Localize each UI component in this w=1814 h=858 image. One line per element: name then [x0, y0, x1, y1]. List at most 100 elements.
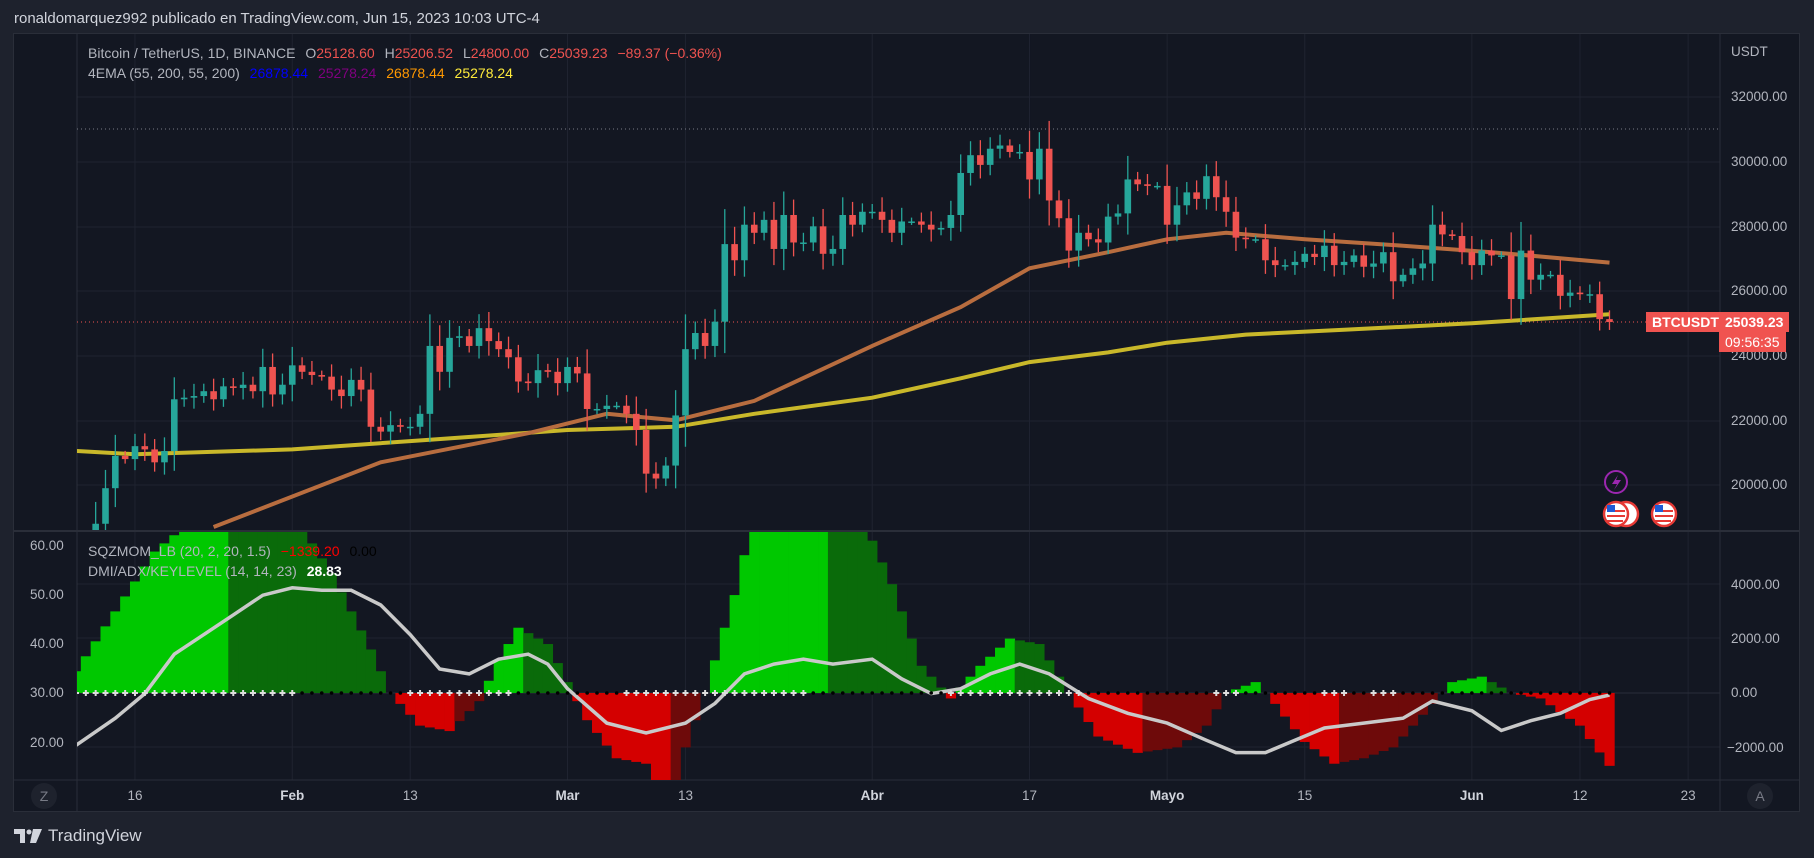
candle — [1232, 196, 1240, 252]
candle-body — [1124, 179, 1132, 214]
candle — [210, 378, 217, 411]
auto-scale-button[interactable]: A — [1747, 783, 1773, 809]
momentum-bar — [1289, 693, 1301, 730]
candle — [1193, 180, 1200, 210]
candle-body — [1036, 148, 1043, 180]
momentum-bar — [1535, 693, 1546, 699]
candle — [859, 203, 866, 233]
squeeze-on-dot — [939, 691, 943, 695]
tradingview-logo[interactable]: TradingView — [14, 826, 142, 846]
squeeze-markers — [77, 690, 1612, 696]
candle — [829, 235, 837, 266]
candle — [249, 376, 257, 399]
squeeze-on-dot — [831, 691, 835, 695]
candle-body — [485, 328, 493, 342]
candle — [1006, 139, 1014, 158]
momentum-bar — [798, 532, 809, 693]
momentum-bar — [503, 644, 514, 693]
event-markers[interactable] — [1602, 470, 1678, 528]
squeeze-off-cross — [102, 690, 109, 696]
squeeze-on-dot — [595, 691, 599, 695]
momentum-bar — [768, 532, 780, 693]
candle-body — [171, 399, 178, 452]
squeeze-on-dot — [1165, 691, 1169, 695]
momentum-bar — [277, 532, 288, 693]
candle — [691, 321, 699, 360]
squeeze-off-cross — [505, 690, 512, 696]
squeeze-on-dot — [1450, 691, 1454, 695]
ema-indicator-name[interactable]: 4EMA (55, 200, 55, 200) — [88, 65, 240, 81]
squeeze-on-dot — [1420, 691, 1425, 695]
momentum-bar — [1525, 693, 1537, 697]
candle-body — [397, 425, 404, 427]
time-axis-label: 12 — [1572, 788, 1588, 803]
squeeze-on-dot — [1509, 691, 1513, 695]
momentum-bar — [1132, 693, 1143, 753]
momentum-bar — [80, 656, 92, 693]
candle-body — [1154, 185, 1161, 188]
momentum-bar — [1280, 693, 1291, 717]
squeeze-off-cross — [672, 690, 679, 696]
squeeze-on-dot — [1597, 691, 1602, 695]
squeeze-off-cross — [210, 690, 217, 696]
candle-body — [446, 337, 453, 372]
auto-scale-label: A — [1755, 788, 1765, 804]
squeeze-on-dot — [860, 691, 865, 695]
candle — [1104, 203, 1112, 255]
us-flag-event-icon[interactable] — [1650, 500, 1678, 528]
squeeze-on-dot — [1548, 691, 1553, 695]
candle-body — [200, 391, 208, 397]
candle-body — [180, 397, 188, 400]
squeeze-off-cross — [131, 690, 138, 696]
candle-body — [151, 449, 158, 463]
candle-body — [996, 145, 1004, 149]
dmi-name[interactable]: DMI/ADX/KEYLEVEL (14, 14, 23) — [88, 563, 297, 579]
squeeze-off-cross — [751, 690, 758, 696]
momentum-bar — [77, 671, 82, 693]
momentum-bar — [916, 665, 927, 693]
squeeze-on-dot — [1568, 691, 1572, 695]
squeeze-on-dot — [1135, 691, 1140, 695]
candle — [731, 226, 738, 276]
momentum-bar — [464, 693, 475, 712]
squeeze-on-dot — [1145, 691, 1150, 695]
momentum-bar — [1112, 693, 1124, 745]
momentum-bar — [759, 532, 770, 693]
candle-body — [682, 349, 689, 416]
squeeze-on-dot — [890, 691, 894, 695]
sqzmom-name[interactable]: SQZMOM_LB (20, 2, 20, 1.5) — [88, 543, 271, 559]
momentum-bar — [1240, 685, 1251, 693]
sqzmom-value: −1339.20 — [280, 543, 340, 559]
momentum-bar — [778, 532, 789, 693]
lightning-event-icon[interactable] — [1604, 470, 1628, 494]
momentum-bar — [1122, 693, 1134, 749]
candle-body — [1547, 274, 1554, 277]
candle-body — [583, 373, 591, 409]
squeeze-off-cross — [407, 690, 414, 696]
momentum-bar — [405, 693, 416, 715]
symbol-legend[interactable]: Bitcoin / TetherUS, 1D, BINANCE O25128.6… — [88, 45, 728, 61]
squeeze-on-dot — [605, 691, 609, 695]
squeeze-off-cross — [711, 690, 718, 696]
candle-body — [652, 473, 660, 479]
candle-body — [859, 211, 866, 225]
us-flag-event-icon[interactable] — [1602, 500, 1630, 528]
candle-body — [1576, 292, 1584, 295]
dmi-legend[interactable]: DMI/ADX/KEYLEVEL (14, 14, 23) 28.83 — [88, 563, 348, 579]
candle-body — [1281, 265, 1289, 267]
candle — [583, 349, 591, 431]
candle-body — [1389, 252, 1397, 282]
ema-legend[interactable]: 4EMA (55, 200, 55, 200) 26878.44 25278.2… — [88, 65, 519, 81]
candle — [898, 207, 906, 246]
squeeze-on-dot — [1499, 691, 1504, 695]
momentum-bar — [719, 627, 730, 693]
zoom-toggle-button[interactable]: Z — [31, 783, 57, 809]
candle-body — [1144, 184, 1151, 186]
momentum-bar — [690, 693, 701, 721]
momentum-bar — [1604, 693, 1615, 766]
price-label: 22000.00 — [1731, 413, 1788, 428]
symbol-name[interactable]: Bitcoin / TetherUS, 1D, BINANCE — [88, 45, 296, 61]
sqzmom-legend[interactable]: SQZMOM_LB (20, 2, 20, 1.5) −1339.20 0.00 — [88, 543, 383, 559]
squeeze-off-cross — [987, 690, 994, 696]
